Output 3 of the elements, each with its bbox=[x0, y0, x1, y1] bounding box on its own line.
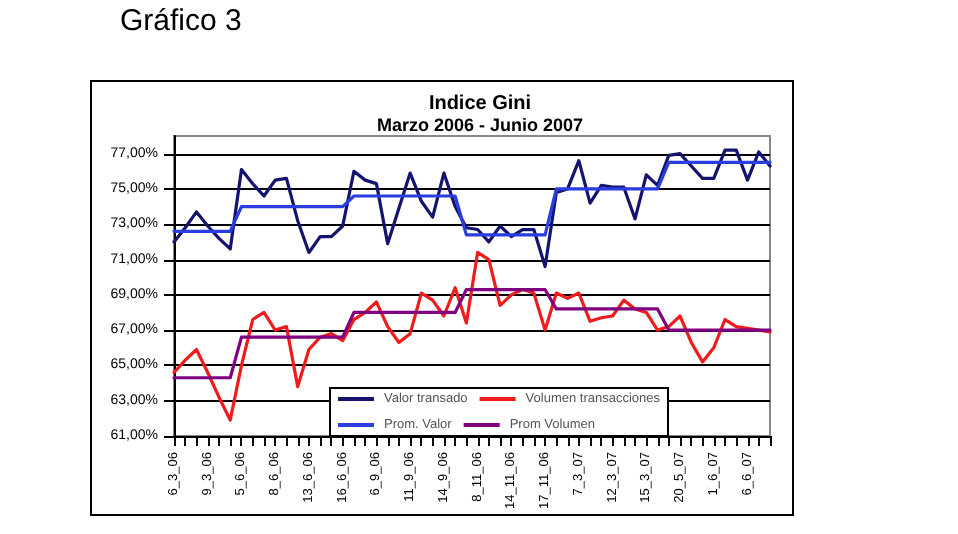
text: Gráfico 3 bbox=[120, 4, 242, 38]
chart-subtitle: Marzo 2006 - Junio 2007 bbox=[376, 115, 584, 135]
chart-title: Indice Gini bbox=[428, 93, 532, 115]
